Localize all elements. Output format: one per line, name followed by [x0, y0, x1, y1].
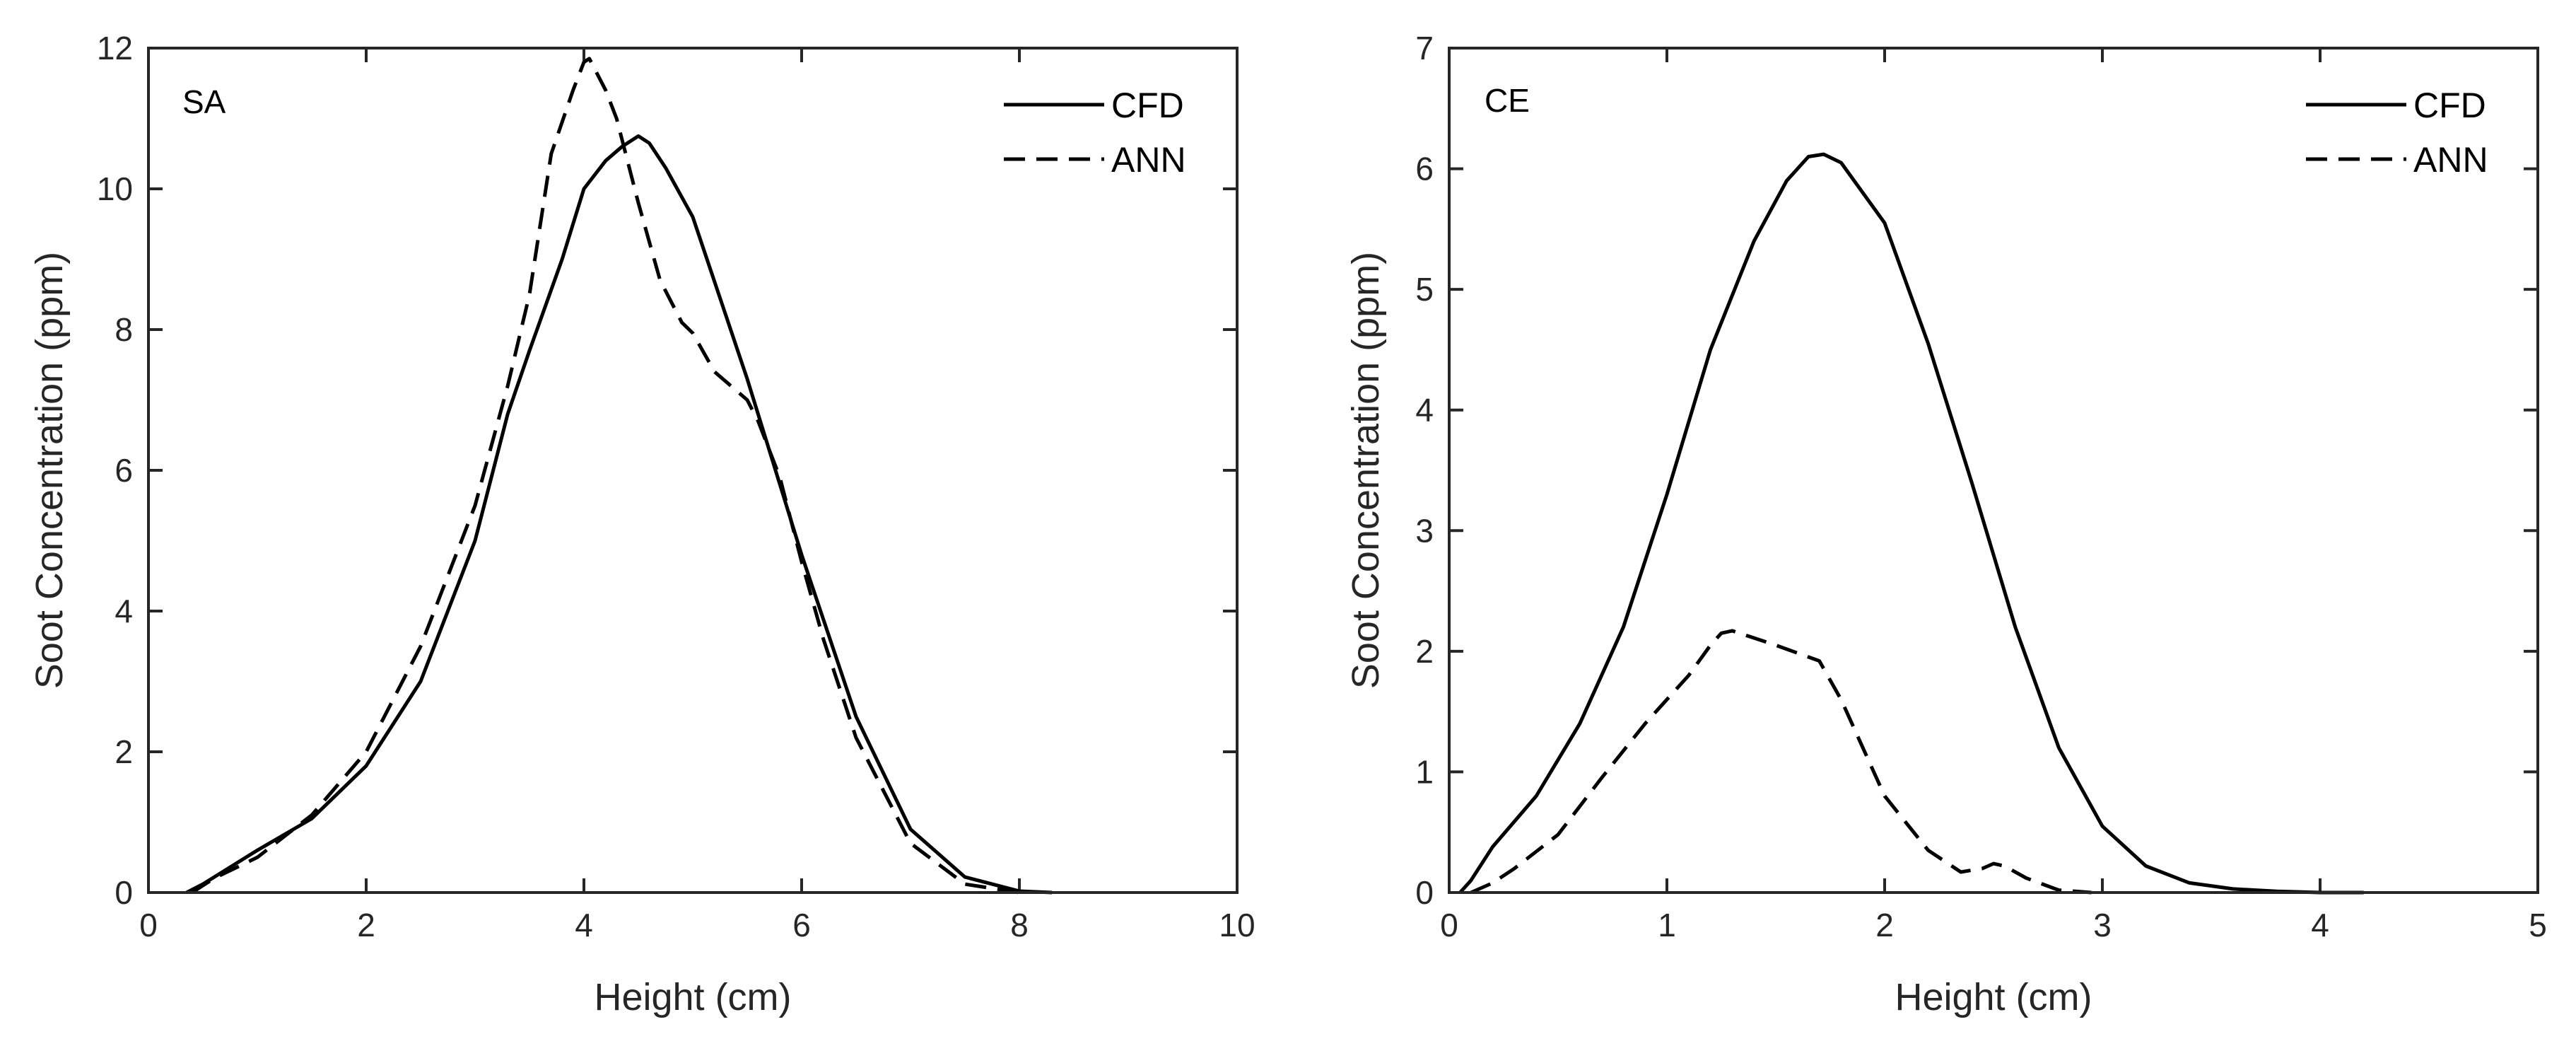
y-tick-label: 8 [115, 311, 133, 348]
y-tick-label: 0 [115, 874, 133, 911]
y-axis-label: Soot Concentration (ppm) [1345, 252, 1387, 689]
x-tick-label: 6 [792, 907, 811, 943]
legend-cfd-label: CFD [1111, 86, 1184, 125]
x-tick-label: 10 [1219, 907, 1255, 943]
series-ann-line [1470, 629, 2092, 895]
series-lines [1458, 152, 2364, 895]
x-tick-label: 8 [1010, 907, 1029, 943]
plot-area [1449, 48, 2538, 893]
panel-label: SA [182, 83, 226, 120]
y-tick-label: 2 [115, 733, 133, 770]
y-tick-label: 2 [1415, 633, 1434, 670]
y-axis-label: Soot Concentration (ppm) [28, 252, 71, 689]
x-tick-label: 5 [2529, 907, 2547, 943]
y-tick-label: 12 [97, 30, 133, 66]
x-tick-label: 2 [1875, 907, 1894, 943]
plot-frame [1448, 47, 2539, 894]
x-tick-label: 4 [575, 907, 593, 943]
x-tick-label: 0 [139, 907, 158, 943]
x-tick-labels: 0 1 2 3 4 5 [1440, 907, 2547, 943]
y-tick-labels: 0 2 4 6 8 10 12 [97, 30, 133, 911]
series-ann-line [191, 57, 1020, 895]
y-tick-label: 6 [1415, 151, 1434, 187]
plot-frame [147, 47, 1239, 894]
legend-ann-label: ANN [2413, 140, 2488, 180]
x-axis-label: Height (cm) [594, 976, 791, 1018]
series-cfd-line [185, 134, 1053, 895]
panel-label: CE [1485, 82, 1530, 119]
y-tick-label: 4 [115, 593, 133, 629]
y-tick-labels: 0 1 2 3 4 5 6 7 [1415, 30, 1434, 911]
plot-area [148, 48, 1237, 893]
x-tick-label: 0 [1440, 907, 1458, 943]
series-cfd-line [1458, 152, 2364, 895]
chart-panel-ce: 0 1 2 3 4 5 0 1 2 3 4 5 6 7 CE CFD ANN Height (cm) S… [1345, 30, 2547, 1018]
y-tick-label: 3 [1415, 512, 1434, 549]
x-axis-label: Height (cm) [1895, 976, 2092, 1018]
y-tick-label: 4 [1415, 392, 1434, 429]
x-tick-label: 3 [2093, 907, 2112, 943]
series-lines [185, 57, 1053, 895]
x-tick-label: 4 [2311, 907, 2329, 943]
legend: CFD ANN [1004, 86, 1186, 180]
y-tick-label: 10 [97, 170, 133, 207]
y-tick-label: 7 [1415, 30, 1434, 66]
x-tick-label: 2 [357, 907, 375, 943]
legend: CFD ANN [2306, 86, 2488, 180]
chart-panel-sa: 0 2 4 6 8 10 0 2 4 6 8 10 12 SA CFD ANN Height (cm)… [28, 30, 1255, 1018]
x-tick-labels: 0 2 4 6 8 10 [139, 907, 1255, 943]
x-tick-label: 1 [1658, 907, 1676, 943]
y-tick-label: 0 [1415, 874, 1434, 911]
y-tick-label: 6 [115, 452, 133, 489]
y-tick-label: 1 [1415, 753, 1434, 790]
legend-cfd-label: CFD [2413, 86, 2486, 125]
legend-ann-label: ANN [1111, 140, 1186, 180]
y-tick-label: 5 [1415, 271, 1434, 308]
